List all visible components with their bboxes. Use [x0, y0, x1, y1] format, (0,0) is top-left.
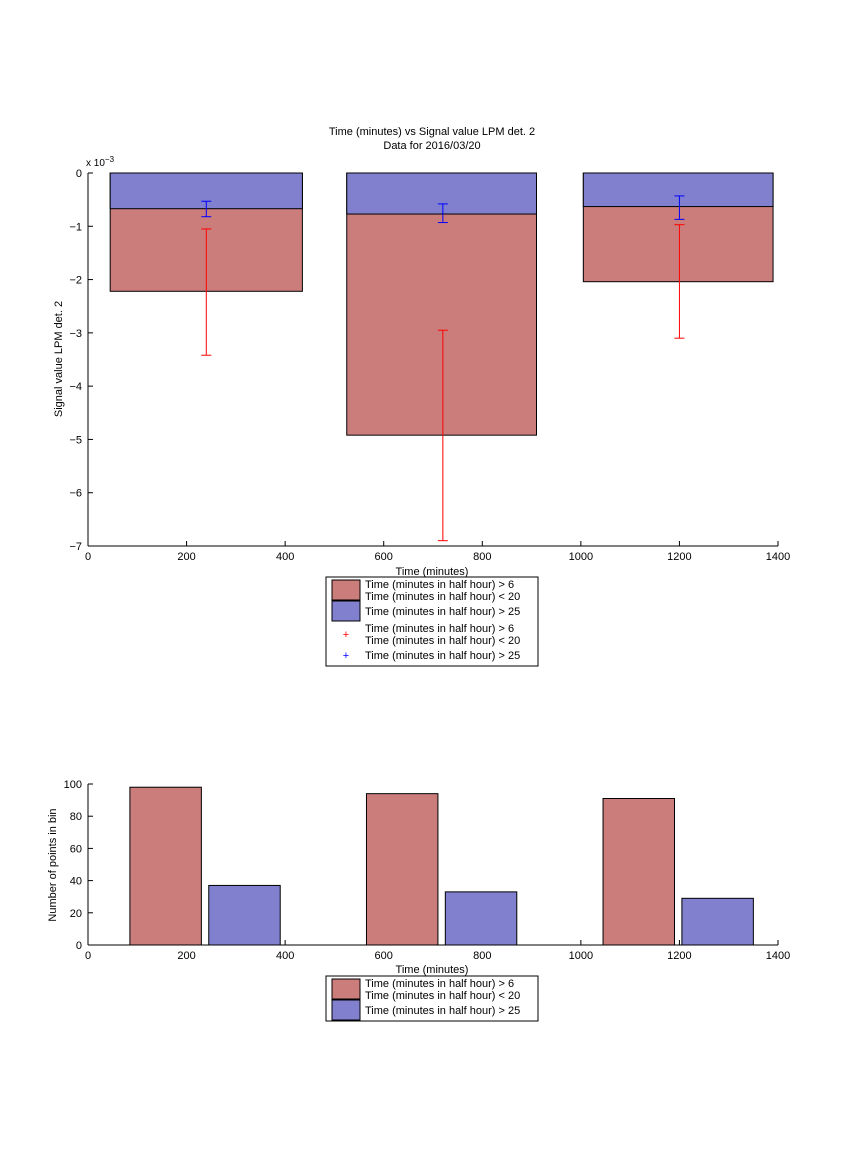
- chart1-y-tick-label: −6: [69, 488, 82, 500]
- chart2-bar-blue-3: [444, 891, 518, 946]
- chart2-y-tick-label: 60: [70, 843, 82, 855]
- chart2-legend-swatch-1: [331, 999, 361, 1021]
- chart1-errorbar-blue-5: [674, 195, 685, 220]
- chart1-legend-box: [325, 576, 539, 667]
- chart2-x-tick-label: 600: [375, 950, 393, 962]
- chart1-bar-blue-2: [582, 172, 774, 208]
- chart1-x-tick-label: 600: [375, 551, 393, 563]
- chart2-y-tick-label: 80: [70, 811, 82, 823]
- chart1-x-tick-label: 1200: [667, 551, 691, 563]
- chart2-bar-red-0: [129, 786, 202, 946]
- chart2-xlabel: Time (minutes): [396, 964, 469, 976]
- chart2-x-tick-label: 400: [276, 950, 294, 962]
- chart1-y-tick-label: −4: [69, 381, 82, 393]
- chart1-legend-label-0a: Time (minutes in half hour) > 6: [365, 579, 514, 591]
- chart1-x-tick-label: 0: [85, 551, 91, 563]
- chart1-legend-label-3: Time (minutes in half hour) > 25: [365, 650, 520, 662]
- chart1-errorbar-blue-4: [437, 203, 448, 224]
- chart1-x-tick-label: 1400: [766, 551, 790, 563]
- chart1-y-tick-label: 0: [76, 168, 82, 180]
- chart1-y-tick-label: −1: [69, 221, 82, 233]
- chart2-x-tick-label: 200: [177, 950, 195, 962]
- chart2-bar-blue-1: [208, 884, 281, 946]
- chart1-legend-label-0b: Time (minutes in half hour) < 20: [365, 591, 520, 603]
- chart1-title: Time (minutes) vs Signal value LPM det. …: [329, 126, 535, 138]
- chart2-legend-label-1: Time (minutes in half hour) > 25: [365, 1005, 520, 1017]
- chart2-bar-blue-5: [681, 897, 754, 946]
- chart1-ylabel: Signal value LPM det. 2: [53, 301, 65, 417]
- chart2-ylabel: Number of points in bin: [47, 808, 59, 921]
- chart2-bar-red-4: [602, 797, 675, 946]
- chart2-legend-swatch-0: [331, 978, 361, 1000]
- chart2-plot: 0 200 400 600 800 1000 1200 1400 0 20 40 60 80 100 Tim…: [64, 779, 790, 1022]
- chart1-bar-blue-1: [346, 172, 537, 215]
- chart1-x-tick-label: 800: [473, 551, 491, 563]
- chart2-legend-label-0a: Time (minutes in half hour) > 6: [365, 978, 514, 990]
- chart1-y-tick-label: −2: [69, 275, 82, 287]
- chart1-exponent-label: x 10−3: [86, 155, 115, 169]
- chart2-y-tick-label: 40: [70, 876, 82, 888]
- chart2-x-tick-label: 800: [473, 950, 491, 962]
- chart2-y-tick-label: 0: [76, 940, 82, 952]
- chart1-legend-marker-3: +: [343, 650, 349, 662]
- chart1-errorbar-red-0: [201, 228, 212, 356]
- chart1-exponent-base: x 10: [86, 158, 105, 169]
- chart1-legend-label-2a: Time (minutes in half hour) > 6: [365, 623, 514, 635]
- chart2-x-tick-label: 0: [85, 950, 91, 962]
- chart1-legend-label-1: Time (minutes in half hour) > 25: [365, 606, 520, 618]
- chart1-errorbar-red-1: [437, 329, 448, 542]
- chart2-legend-label-0b: Time (minutes in half hour) < 20: [365, 990, 520, 1002]
- chart1-legend-label-2b: Time (minutes in half hour) < 20: [365, 635, 520, 647]
- chart2-y-tick-label: 20: [70, 908, 82, 920]
- chart1-y-tick-label: −3: [69, 328, 82, 340]
- chart1-legend-swatch-0: [331, 579, 361, 601]
- chart2-legend-box: [325, 975, 539, 1022]
- chart2-x-tick-label: 1000: [569, 950, 593, 962]
- chart1-legend-swatch-1: [331, 600, 361, 622]
- chart2-x-tick-label: 1400: [766, 950, 790, 962]
- chart1-x-tick-label: 200: [177, 551, 195, 563]
- chart1-errorbar-blue-3: [201, 200, 212, 218]
- chart2-x-tick-label: 1200: [667, 950, 691, 962]
- chart1-x-tick-label: 1000: [569, 551, 593, 563]
- chart1-legend-marker-2: +: [343, 629, 349, 641]
- chart1-xlabel: Time (minutes): [396, 566, 469, 578]
- chart1-subtitle: Data for 2016/03/20: [383, 140, 480, 152]
- chart2-y-tick-label: 100: [64, 779, 82, 791]
- chart1-errorbar-red-2: [674, 224, 685, 339]
- chart1-y-tick-label: −7: [69, 541, 82, 553]
- chart1-plot: 0 200 400 600 800 1000 1200 1400 0 −1 −2 −3 −4 −5 −6 −7…: [69, 168, 790, 667]
- chart1-y-tick-label: −5: [69, 434, 82, 446]
- chart2-bar-red-2: [365, 793, 439, 946]
- chart1-exponent-power: −3: [105, 155, 115, 164]
- chart1-x-tick-label: 400: [276, 551, 294, 563]
